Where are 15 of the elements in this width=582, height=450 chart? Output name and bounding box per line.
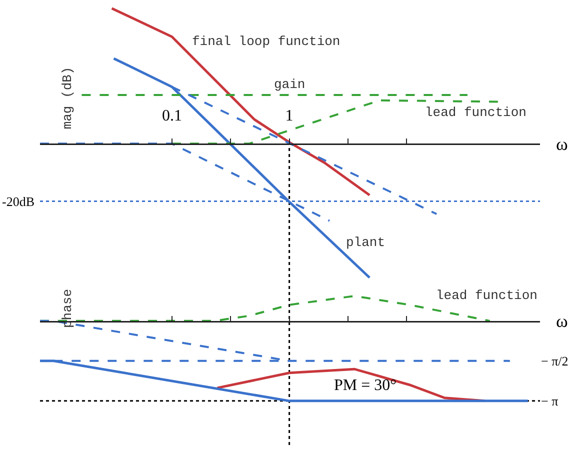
ref-line-label: -20dB [2, 194, 35, 209]
y-tick-label: − π [541, 394, 559, 409]
series-label: gain [274, 77, 306, 92]
x-tick-label: 1 [285, 107, 294, 124]
y-axis-title: phase [60, 288, 75, 328]
series-label: lead function [425, 105, 526, 120]
y-axis-title: mag (dB) [60, 66, 75, 130]
series-label: lead function [436, 288, 538, 303]
series-label: final loop function [192, 34, 340, 49]
annotation: PM = 30° [334, 377, 397, 394]
y-tick-label: − π/2 [541, 353, 568, 368]
x-tick-label: 0.1 [162, 107, 182, 124]
x-axis-title: ω [556, 134, 568, 154]
x-axis-title: ω [556, 311, 568, 331]
series-label: plant [346, 235, 386, 250]
